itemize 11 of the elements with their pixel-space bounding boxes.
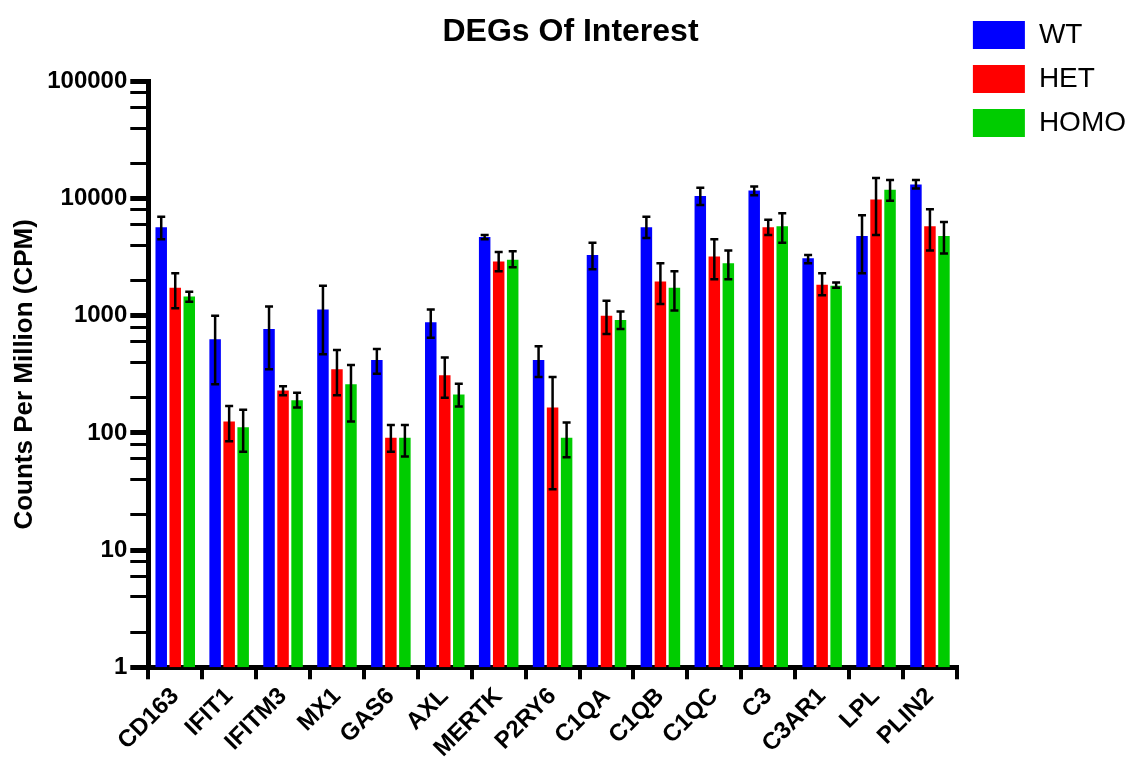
- legend-label: HOMO: [1038, 105, 1127, 137]
- y-tick-label: 10: [100, 534, 128, 562]
- y-tick-label: 100000: [47, 66, 128, 94]
- chart-title: DEGs Of Interest: [442, 12, 699, 49]
- y-axis-title: Counts Per Million (CPM): [7, 219, 38, 530]
- y-tick-label: 1000: [73, 300, 128, 328]
- legend-label: WT: [1038, 17, 1083, 49]
- y-tick-label: 1: [113, 651, 128, 679]
- y-tick-label: 100: [87, 417, 128, 445]
- y-tick-label: 10000: [60, 183, 128, 211]
- legend-label: HET: [1038, 61, 1095, 93]
